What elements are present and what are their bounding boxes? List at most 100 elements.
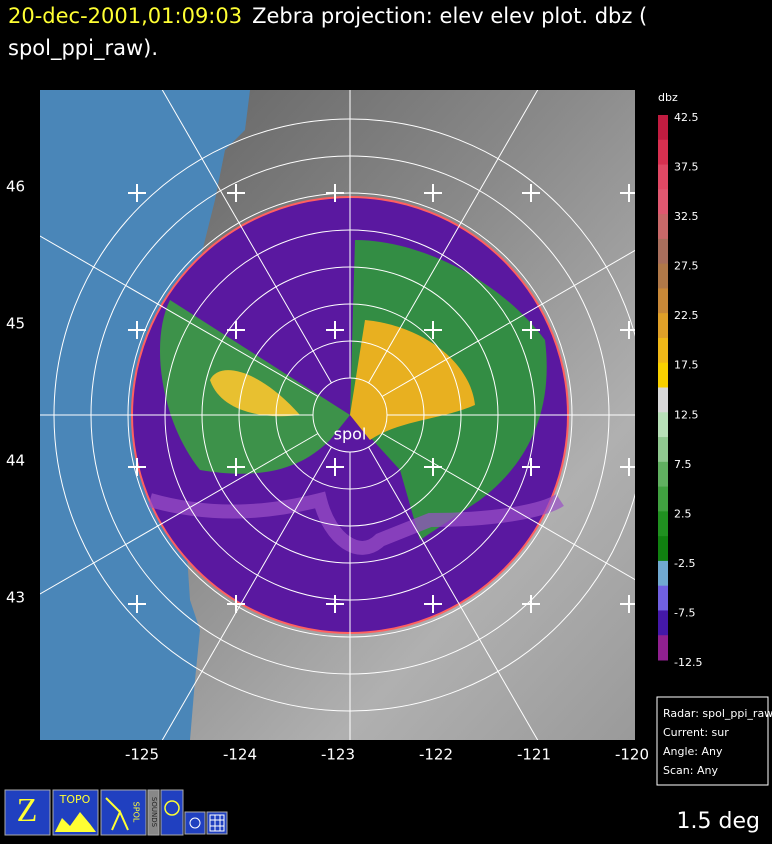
spol-label: SPOL xyxy=(132,802,141,823)
colorbar-segment xyxy=(658,362,668,388)
zebra-button[interactable] xyxy=(4,789,51,836)
grid-cross xyxy=(227,184,245,202)
colorbar-segment xyxy=(658,164,668,190)
grid-crosses xyxy=(128,184,635,613)
colorbar-segment xyxy=(658,635,668,661)
grid-cross xyxy=(128,595,146,613)
grid-cross xyxy=(522,595,540,613)
colorbar-segment xyxy=(658,263,668,289)
colorbar-label: 37.5 xyxy=(674,161,699,174)
timestamp: 20-dec-2001,01:09:03 xyxy=(8,4,242,28)
grid-cross xyxy=(128,458,146,476)
ring-button[interactable] xyxy=(184,811,206,835)
radial-line xyxy=(40,433,319,595)
colorbar-segment xyxy=(658,238,668,265)
grid-cross xyxy=(227,458,245,476)
lon-label: -123 xyxy=(321,746,355,764)
colorbar-segment xyxy=(658,536,668,562)
lon-label: -124 xyxy=(223,746,257,764)
lon-label: -125 xyxy=(125,746,159,764)
grid-cross xyxy=(227,321,245,339)
colorbar-segment xyxy=(658,610,668,636)
colorbar-label: 27.5 xyxy=(674,260,699,273)
radar-button[interactable] xyxy=(160,789,184,836)
colorbar-segment xyxy=(658,189,668,215)
colorbar-label: -2.5 xyxy=(674,557,695,570)
header: 20-dec-2001,01:09:03 Zebra projection: el… xyxy=(8,4,647,28)
info-lines: Radar: spol_ppi_raw Current: sur Angle: An… xyxy=(663,707,772,777)
grid-cross xyxy=(326,595,344,613)
grid-cross xyxy=(424,458,442,476)
grid-cross xyxy=(128,321,146,339)
ring-icon xyxy=(189,817,201,829)
colorbar-label: 17.5 xyxy=(674,359,699,372)
sounds-label: SOUNDS xyxy=(150,797,158,828)
colorbar-segment xyxy=(658,511,668,537)
colorbar: 42.5 37.5 32.5 27.5 22.5 17.5 12.5 7.5 2.5 -2.5 -7… xyxy=(658,111,702,669)
topo-icon xyxy=(55,812,96,832)
lon-label: -122 xyxy=(419,746,453,764)
radial-line xyxy=(368,446,539,740)
colorbar-unit: dbz xyxy=(658,91,678,104)
lat-labels: 46 45 44 43 xyxy=(6,178,25,607)
lon-label: -121 xyxy=(517,746,551,764)
colorbar-segment xyxy=(658,337,668,364)
info-box xyxy=(656,696,769,786)
grid-cross xyxy=(424,595,442,613)
colorbar-segment xyxy=(658,313,668,339)
grid-cross xyxy=(620,321,635,339)
echo-yellow xyxy=(350,320,475,440)
zebra-logo: Z xyxy=(17,792,38,829)
title-cont: spol_ppi_raw). xyxy=(8,36,158,61)
colorbar-segment xyxy=(658,461,668,488)
colorbar-label: 12.5 xyxy=(674,408,699,421)
status: 1.5 deg xyxy=(677,809,760,834)
colorbar-label: 22.5 xyxy=(674,309,699,322)
lat-label: 44 xyxy=(6,452,25,470)
info-line: Current: sur xyxy=(663,726,729,739)
spol-icon xyxy=(105,797,129,831)
grid-button[interactable] xyxy=(206,811,228,835)
grid-cross xyxy=(326,321,344,339)
lat-label: 45 xyxy=(6,315,25,333)
radial-line xyxy=(368,90,539,384)
radial-line xyxy=(161,90,332,384)
info-line: Scan: Any xyxy=(663,764,718,777)
title: Zebra projection: elev elev plot. dbz ( xyxy=(252,4,647,28)
radial-line xyxy=(161,446,332,740)
lat-label: 46 xyxy=(6,178,25,196)
colorbar-label: 42.5 xyxy=(674,111,699,124)
grid-cross xyxy=(227,595,245,613)
colorbar-segment xyxy=(658,387,668,413)
colorbar-label: -7.5 xyxy=(674,606,695,619)
colorbar-label: 32.5 xyxy=(674,210,699,223)
colorbar-segment xyxy=(658,412,668,438)
grid-cross xyxy=(620,595,635,613)
echo-yellow-west xyxy=(210,370,300,417)
grid-cross xyxy=(620,184,635,202)
colorbar-segment xyxy=(658,115,668,141)
grid-cross xyxy=(326,458,344,476)
colorbar-label: -12.5 xyxy=(674,656,702,669)
colorbar-segment xyxy=(658,585,668,611)
grid-cross xyxy=(620,458,635,476)
grid-cross xyxy=(522,321,540,339)
lon-label: -120 xyxy=(615,746,649,764)
grid-cross xyxy=(522,458,540,476)
grid-cross xyxy=(424,184,442,202)
colorbar-segment xyxy=(658,214,668,240)
colorbar-label: 7.5 xyxy=(674,458,692,471)
radial-line xyxy=(40,235,319,397)
grid-icon xyxy=(209,814,225,832)
topo-label: TOPO xyxy=(59,793,91,806)
colorbar-label: 2.5 xyxy=(674,507,692,520)
grid-cross xyxy=(326,184,344,202)
spol-button[interactable] xyxy=(100,789,147,836)
colorbar-segment xyxy=(658,437,668,463)
toolbar: Z TOPO SPOL SOUNDS xyxy=(4,789,228,836)
colorbar-segment xyxy=(658,486,668,512)
sounds-button[interactable] xyxy=(147,789,160,836)
radial-line xyxy=(381,249,635,397)
